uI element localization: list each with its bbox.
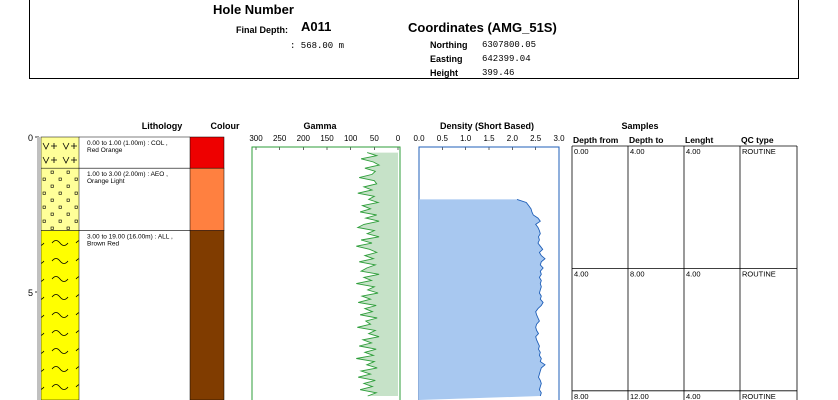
lithology-label: 3.00 to 19.00 (16.00m) : ALL , <box>87 234 173 241</box>
northing-value: 6307800.05 <box>482 40 537 50</box>
samples-cell: 8.00 <box>574 392 589 400</box>
samples-track: Samples Depth from Depth to Lenght QC type 0… <box>571 121 798 400</box>
coordinates-label: Coordinates (AMG_51S) <box>408 20 557 35</box>
gamma-fill <box>356 152 398 396</box>
final-depth-value: : 568.00 m <box>290 41 345 51</box>
samples-column-header: Depth to <box>629 135 663 145</box>
lithology-sublabel: Brown Red <box>87 241 120 248</box>
gamma-tick-label: 100 <box>344 134 358 143</box>
density-tick-label: 1.5 <box>483 134 495 143</box>
samples-cell: 4.00 <box>686 392 701 400</box>
gamma-tick-label: 300 <box>249 134 263 143</box>
samples-column-header: QC type <box>741 135 774 145</box>
samples-column-header: Lenght <box>685 135 713 145</box>
lithology-sublabel: Red Orange <box>87 147 123 154</box>
lithology-pattern <box>41 230 79 400</box>
samples-cell: 12.00 <box>630 392 649 400</box>
gamma-tick-label: 50 <box>370 134 379 143</box>
samples-cell: 4.00 <box>574 269 589 278</box>
samples-cell: ROUTINE <box>742 147 776 156</box>
samples-column-header: Depth from <box>573 135 619 145</box>
colour-interval <box>189 230 225 400</box>
lithology-label: 1.00 to 3.00 (2.00m) : AEO , <box>87 171 168 178</box>
density-track: Density (Short Based) 0.0 0.5 1.0 1.5 2.0 2.5… <box>413 121 565 400</box>
height-label: Height <box>430 68 458 78</box>
gamma-tick-label: 250 <box>273 134 287 143</box>
density-tick-label: 1.0 <box>460 134 472 143</box>
lithology-pattern <box>41 137 79 169</box>
gamma-tick-label: 150 <box>320 134 334 143</box>
gamma-tick-label: 0 <box>396 134 401 143</box>
density-fill <box>419 199 545 400</box>
samples-cell: 4.00 <box>630 147 645 156</box>
height-value: 399.46 <box>482 68 515 78</box>
lithology-label: 0.00 to 1.00 (1.00m) : COL , <box>87 140 168 147</box>
easting-value: 642399.04 <box>482 54 531 64</box>
density-tick-label: 2.5 <box>530 134 542 143</box>
samples-cell: 0.00 <box>574 147 589 156</box>
header-panel: Hole Number Final Depth: A011 : 568.00 m… <box>29 0 799 79</box>
final-depth-label: Final Depth: <box>236 25 288 35</box>
depth-tick-label: 5 <box>28 288 33 298</box>
gamma-curve <box>356 152 381 397</box>
density-tick-label: 2.0 <box>507 134 519 143</box>
easting-label: Easting <box>430 54 463 64</box>
depth-tick-label: 0 <box>28 133 33 143</box>
density-title: Density (Short Based) <box>440 121 534 131</box>
colour-title: Colour <box>211 121 240 131</box>
lithology-title: Lithology <box>142 121 183 131</box>
samples-cell: ROUTINE <box>742 392 776 400</box>
hole-id: A011 <box>301 19 332 34</box>
depth-track <box>37 137 41 400</box>
samples-cell: 8.00 <box>630 269 645 278</box>
northing-label: Northing <box>430 40 468 50</box>
density-tick-label: 0.0 <box>413 134 425 143</box>
density-tick-label: 3.0 <box>553 134 565 143</box>
samples-title: Samples <box>621 121 658 131</box>
density-tick-label: 0.5 <box>437 134 449 143</box>
gamma-track: Gamma 300 250 200 150 100 50 0 <box>249 121 401 400</box>
lithology-pattern <box>41 168 79 231</box>
colour-interval <box>189 167 225 231</box>
colour-track: Colour <box>189 121 240 400</box>
hole-number-label: Hole Number <box>213 2 294 17</box>
samples-cell: 4.00 <box>686 147 701 156</box>
gamma-title: Gamma <box>303 121 337 131</box>
colour-interval <box>189 136 225 169</box>
lithology-track: Lithology 0.00 to 1.00 (1.00m) : COL ,Re… <box>40 121 190 400</box>
lithology-sublabel: Orange Light <box>87 178 125 185</box>
gamma-tick-label: 200 <box>297 134 311 143</box>
samples-cell: ROUTINE <box>742 269 776 278</box>
gamma-frame <box>251 146 401 400</box>
samples-cell: 4.00 <box>686 269 701 278</box>
density-curve <box>516 198 546 397</box>
